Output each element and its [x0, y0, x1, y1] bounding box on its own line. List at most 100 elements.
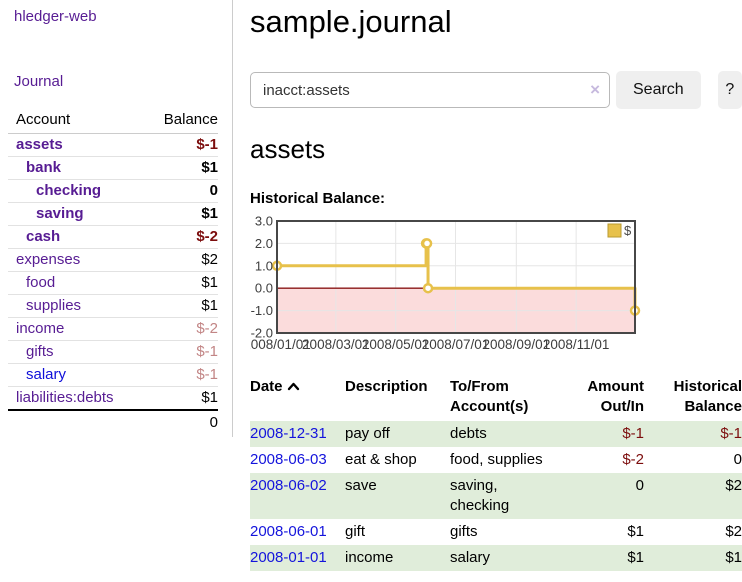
transaction-description: income: [345, 545, 450, 571]
account-balance: $1: [140, 386, 218, 411]
account-balance: $2: [140, 248, 218, 272]
accounts-table: Account Balance assets $-1 bank $1 checking 0…: [8, 108, 218, 435]
accounts-total-value: 0: [140, 409, 218, 435]
transaction-amount: $-1: [562, 421, 644, 447]
main-content: sample.journal × Search ? assets Histori…: [250, 0, 742, 571]
accounts-header-balance: Balance: [140, 108, 218, 134]
account-link-liabilities-debts[interactable]: liabilities:debts: [16, 389, 114, 406]
account-row: assets $-1: [8, 133, 218, 157]
account-link-bank[interactable]: bank: [26, 159, 62, 176]
register-row: 2008-01-01 income salary $1 $1: [250, 545, 742, 571]
account-row: food $1: [8, 271, 218, 295]
register-row: 2008-06-03 eat & shop food, supplies $-2 0: [250, 447, 742, 473]
account-balance: $-1: [140, 340, 218, 364]
x-axis-tick-label: 2008/07/01: [422, 337, 490, 352]
transaction-description: pay off: [345, 421, 450, 447]
transaction-accounts: gifts: [450, 523, 478, 540]
account-link-income[interactable]: income: [16, 320, 65, 337]
account-row: cash $-2: [8, 225, 218, 249]
account-row: liabilities:debts $1: [8, 386, 218, 411]
y-axis-tick-label: -1.0: [251, 303, 273, 318]
account-balance: $1: [140, 202, 218, 226]
register-row: 2008-12-31 pay off debts $-1 $-1: [250, 421, 742, 447]
transaction-description: save: [345, 473, 450, 519]
search-box: ×: [250, 72, 610, 108]
transaction-date-link[interactable]: 2008-06-01: [250, 523, 327, 540]
account-link-assets[interactable]: assets: [16, 136, 63, 153]
account-row: salary $-1: [8, 363, 218, 387]
register-header-balance: Historical Balance: [673, 378, 742, 415]
transaction-amount: $1: [627, 523, 644, 540]
transaction-balance: $2: [725, 523, 742, 540]
account-link-supplies[interactable]: supplies: [26, 297, 82, 314]
y-axis-tick-label: 3.0: [255, 214, 273, 229]
transaction-date-link[interactable]: 2008-01-01: [250, 549, 327, 566]
chart-title: Historical Balance:: [250, 190, 386, 207]
account-row: saving $1: [8, 202, 218, 226]
account-balance: $1: [140, 156, 218, 180]
account-row: expenses $2: [8, 248, 218, 272]
account-balance: $1: [140, 271, 218, 295]
transaction-amount: $1: [562, 545, 644, 571]
y-axis-tick-label: 1.0: [255, 258, 273, 273]
register-row: 2008-06-01 gift gifts $1 $2: [250, 519, 742, 545]
accounts-table-body: assets $-1 bank $1 checking 0 saving $1 cash $-2 e…: [8, 133, 218, 435]
transaction-description: gift: [345, 523, 366, 540]
clear-search-icon[interactable]: ×: [590, 80, 600, 99]
account-link-food[interactable]: food: [26, 274, 56, 291]
account-balance: $-1: [140, 363, 218, 387]
y-axis-tick-label: 2.0: [255, 236, 273, 251]
account-balance: $-1: [140, 133, 218, 157]
transaction-accounts: salary: [450, 545, 562, 571]
register-row: 2008-06-02 save saving, checking 0 $2: [250, 473, 742, 519]
account-row: income $-2: [8, 317, 218, 341]
transaction-accounts: saving, checking: [450, 473, 562, 519]
register-header-description: Description: [345, 378, 428, 395]
page-title: sample.journal: [250, 4, 452, 39]
transaction-amount: $-2: [622, 451, 644, 468]
account-row: bank $1: [8, 156, 218, 180]
x-axis-tick-label: 2008/05/01: [362, 337, 430, 352]
legend-label: $: [624, 223, 632, 238]
register-table: Date Description To/From Account(s) Amou…: [250, 375, 742, 571]
register-header-date[interactable]: Date: [250, 375, 345, 421]
transaction-date-link[interactable]: 2008-12-31: [250, 425, 327, 442]
x-axis-tick-label: 2008/03/01: [302, 337, 370, 352]
transaction-accounts: debts: [450, 421, 562, 447]
sidebar-item-journal[interactable]: Journal: [14, 73, 64, 90]
accounts-header-account: Account: [8, 108, 141, 134]
transaction-date-link[interactable]: 2008-06-03: [250, 451, 327, 468]
register-header-row: Date Description To/From Account(s) Amou…: [250, 375, 742, 421]
legend-swatch: [607, 223, 622, 238]
register-table-body: 2008-12-31 pay off debts $-1 $-1 2008-06-03 ea…: [250, 421, 742, 571]
account-link-checking[interactable]: checking: [36, 182, 102, 199]
accounts-header-row: Account Balance: [8, 108, 218, 134]
account-row: checking 0: [8, 179, 218, 203]
transaction-date-link[interactable]: 2008-06-02: [250, 477, 327, 494]
transaction-balance: $2: [644, 473, 742, 519]
balance-chart: $3.0 2.0 1.0 0.0 -1.0 -2.02008/01/012008/03/0…: [250, 213, 742, 359]
account-link-salary[interactable]: salary: [26, 366, 67, 383]
account-link-expenses[interactable]: expenses: [16, 251, 81, 268]
account-balance: 0: [140, 179, 218, 203]
account-row: gifts $-1: [8, 340, 218, 364]
x-axis-tick-label: 2008/09/01: [483, 337, 551, 352]
search-form: × Search ?: [250, 71, 742, 109]
account-balance: $1: [140, 294, 218, 318]
transaction-description: eat & shop: [345, 451, 417, 468]
brand-link[interactable]: hledger-web: [14, 8, 97, 25]
account-link-saving[interactable]: saving: [36, 205, 84, 222]
account-link-cash[interactable]: cash: [26, 228, 61, 245]
search-button[interactable]: Search: [616, 71, 701, 109]
help-button[interactable]: ?: [717, 71, 742, 109]
search-input[interactable]: [250, 72, 610, 108]
account-link-gifts[interactable]: gifts: [26, 343, 54, 360]
accounts-total-row: 0: [8, 409, 218, 435]
sort-ascending-icon: [287, 378, 300, 398]
account-row: supplies $1: [8, 294, 218, 318]
transaction-amount: 0: [562, 473, 644, 519]
transaction-balance: $1: [644, 545, 742, 571]
historical-balance-chart: $3.0 2.0 1.0 0.0 -1.0 -2.02008/01/012008/03/0…: [250, 214, 641, 352]
register-header-accounts: To/From Account(s): [450, 378, 529, 415]
sidebar: hledger-web Journal Account Balance asse…: [0, 0, 233, 437]
